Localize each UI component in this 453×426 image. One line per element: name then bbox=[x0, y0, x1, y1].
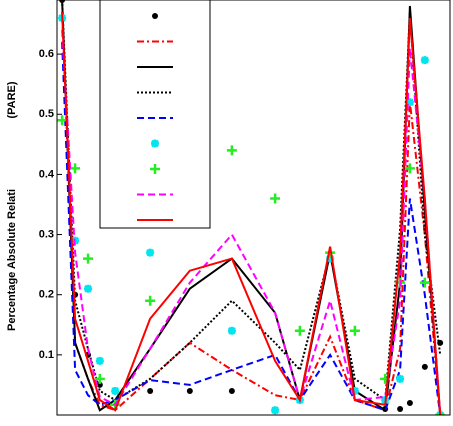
marker-star bbox=[95, 356, 104, 365]
marker-star bbox=[420, 56, 429, 65]
series-line bbox=[61, 11, 442, 415]
marker-star bbox=[111, 386, 120, 395]
plot-area bbox=[57, 0, 446, 415]
marker-dot bbox=[152, 13, 158, 19]
marker-plus bbox=[419, 277, 430, 288]
axes-frame bbox=[56, 0, 451, 416]
marker-star bbox=[84, 284, 93, 293]
marker-plus bbox=[83, 253, 94, 264]
y-tick-label: 0.2 bbox=[39, 289, 54, 301]
marker-plus bbox=[349, 325, 360, 336]
marker-star bbox=[271, 406, 280, 415]
y-tick-label: 0.6 bbox=[39, 48, 54, 60]
legend-box bbox=[99, 0, 211, 229]
marker-dot bbox=[421, 363, 428, 370]
y-axis-label-end: (PARE) bbox=[6, 81, 18, 118]
y-tick-label: 0.3 bbox=[39, 228, 54, 240]
marker-plus bbox=[294, 325, 305, 336]
y-axis-label: Percentage Absolute Relati bbox=[6, 189, 18, 331]
marker-dot bbox=[397, 405, 404, 412]
marker-dot bbox=[228, 387, 235, 394]
marker-dot bbox=[406, 399, 413, 406]
marker-plus bbox=[57, 115, 68, 126]
marker-star bbox=[405, 98, 414, 107]
marker-plus bbox=[270, 193, 281, 204]
legend bbox=[99, 0, 211, 229]
series-line bbox=[61, 30, 442, 415]
marker-plus bbox=[404, 163, 415, 174]
series-line bbox=[61, 11, 442, 415]
y-tick-label: 0.1 bbox=[39, 349, 54, 361]
y-tick-label: 0.5 bbox=[39, 108, 54, 120]
marker-star bbox=[146, 248, 155, 257]
marker-star bbox=[151, 139, 159, 148]
marker-dot bbox=[186, 387, 193, 394]
marker-plus bbox=[94, 373, 105, 384]
y-tick-label: 0.4 bbox=[39, 168, 55, 180]
marker-star bbox=[350, 386, 359, 395]
series-line bbox=[61, 42, 442, 415]
marker-star bbox=[396, 374, 405, 383]
marker-star bbox=[326, 254, 335, 263]
marker-dot bbox=[147, 387, 154, 394]
marker-plus bbox=[70, 163, 81, 174]
marker-plus bbox=[150, 164, 160, 174]
marker-plus bbox=[145, 295, 156, 306]
marker-plus bbox=[226, 145, 237, 156]
marker-star bbox=[227, 326, 236, 335]
